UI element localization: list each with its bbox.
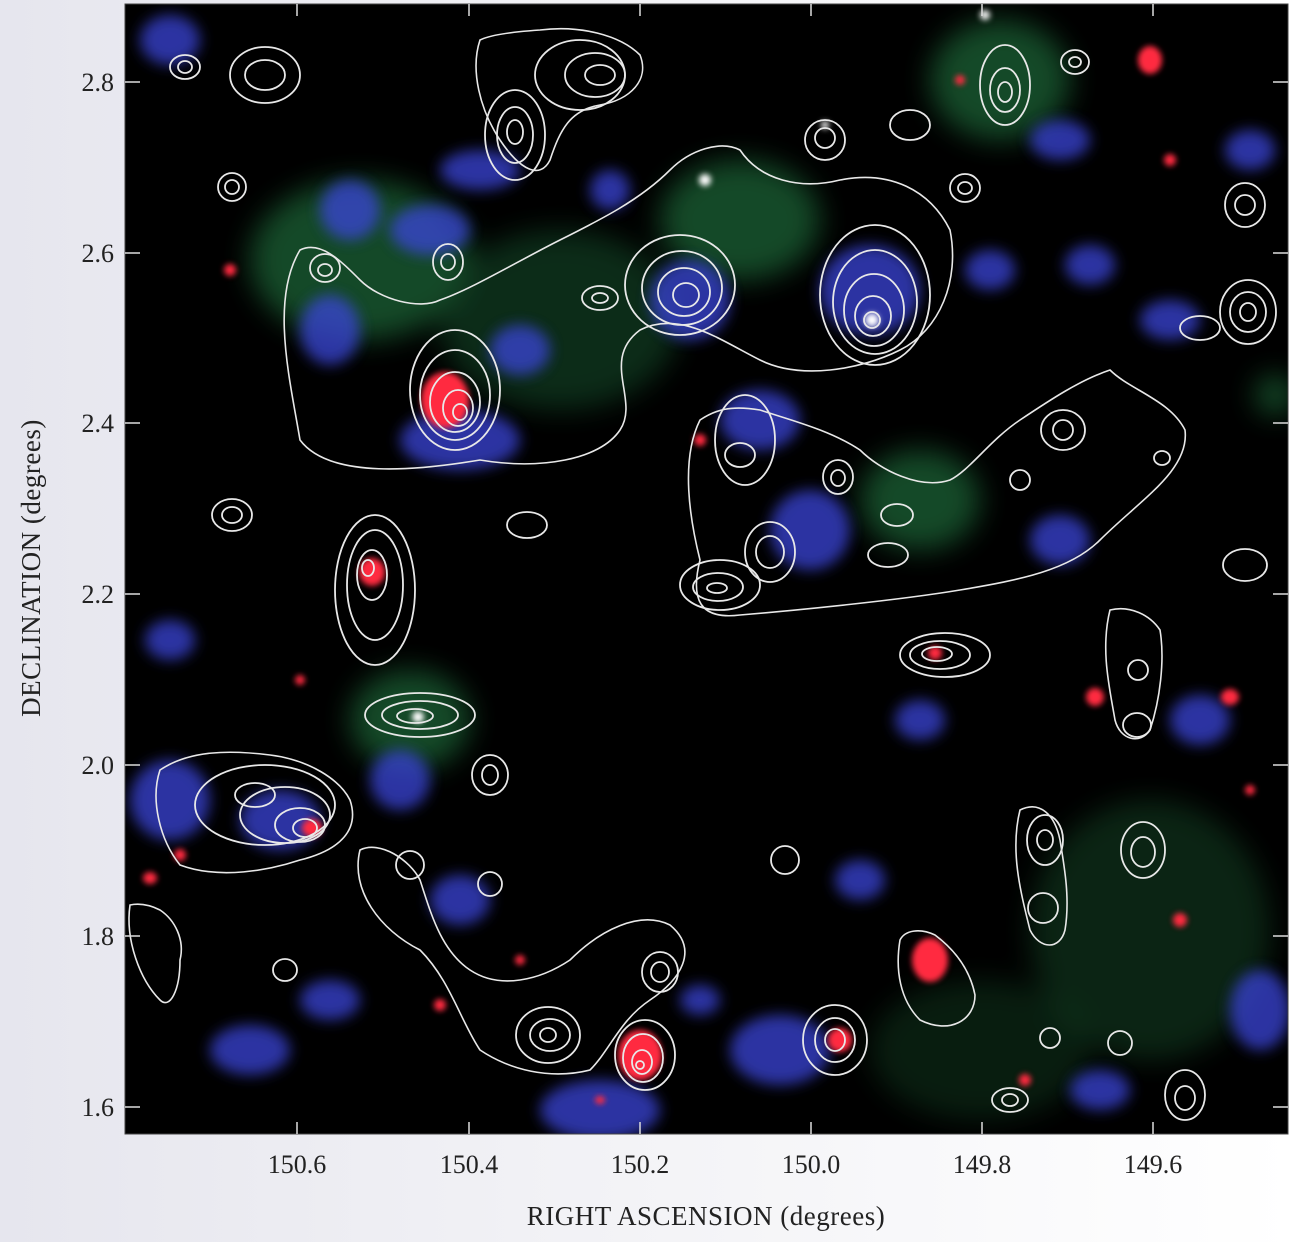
x-tick-label: 149.6 bbox=[1124, 1150, 1183, 1179]
tick-marks bbox=[125, 4, 1288, 1134]
x-tick-label: 150.4 bbox=[440, 1150, 499, 1179]
image-panel bbox=[125, 4, 1288, 1134]
green-emission bbox=[250, 20, 1288, 1120]
contour-group-e bbox=[614, 1019, 676, 1091]
contour-group-d bbox=[484, 39, 626, 181]
contour-group-k bbox=[194, 764, 336, 846]
plot-frame bbox=[124, 3, 1289, 1135]
contour-group-f bbox=[899, 632, 991, 678]
x-tick-label: 149.8 bbox=[953, 1150, 1012, 1179]
y-tick-label: 2.4 bbox=[82, 409, 115, 438]
y-tick-label: 2.6 bbox=[82, 239, 115, 268]
y-tick-label: 2.2 bbox=[82, 580, 115, 609]
x-tick-label: 150.0 bbox=[782, 1150, 841, 1179]
y-tick-labels: 2.8 2.6 2.4 2.2 2.0 1.8 1.6 bbox=[82, 68, 115, 1122]
contour-group-b bbox=[819, 224, 931, 366]
contour-envelopes bbox=[128, 27, 1187, 1075]
y-axis-title: DECLINATION (degrees) bbox=[16, 419, 46, 717]
x-tick-labels: 150.6 150.4 150.2 150.0 149.8 149.6 bbox=[268, 1150, 1183, 1179]
contour-group-j bbox=[364, 692, 476, 738]
contour-group-l bbox=[515, 1004, 868, 1076]
contour-group-n bbox=[804, 44, 1090, 161]
y-tick-label: 2.8 bbox=[82, 68, 115, 97]
contour-group-g bbox=[1219, 182, 1277, 345]
y-tick-label: 2.0 bbox=[82, 751, 115, 780]
contour-group-c bbox=[624, 234, 736, 336]
contour-group-h bbox=[679, 394, 796, 611]
bright-cores bbox=[412, 10, 990, 723]
contour-group-i bbox=[334, 514, 416, 666]
contour-group-o bbox=[395, 754, 1206, 1121]
x-tick-label: 150.2 bbox=[611, 1150, 670, 1179]
x-tick-label: 150.6 bbox=[268, 1150, 327, 1179]
contour-group-m bbox=[169, 46, 301, 532]
contour-group-a bbox=[409, 329, 501, 451]
contour-group-p bbox=[272, 173, 1268, 1056]
y-tick-label: 1.6 bbox=[82, 1093, 115, 1122]
x-axis-title: RIGHT ASCENSION (degrees) bbox=[527, 1201, 885, 1231]
contour-lines bbox=[128, 27, 1277, 1121]
y-tick-label: 1.8 bbox=[82, 922, 115, 951]
